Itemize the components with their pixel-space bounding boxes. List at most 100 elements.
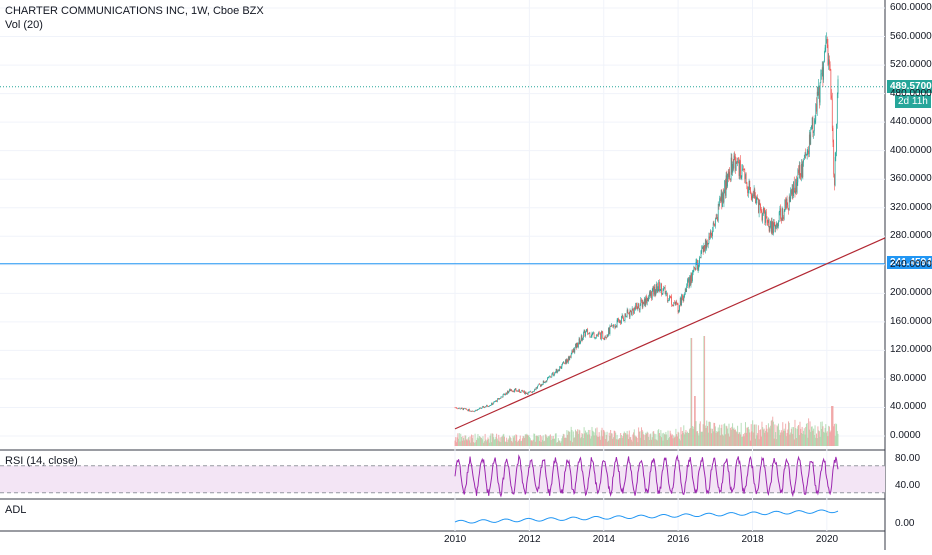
volume-bar [771, 419, 773, 446]
symbol-title[interactable]: CHARTER COMMUNICATIONS INC, 1W, Cboe BZX [5, 5, 264, 17]
candle-body [832, 128, 834, 143]
price-tick-label: 480.0000 [890, 87, 932, 99]
candle-body [611, 324, 613, 326]
volume-bar [760, 429, 762, 446]
volume-bar [473, 442, 475, 446]
candle-body [577, 342, 578, 347]
candle-body [761, 211, 763, 221]
volume-bar [772, 416, 774, 446]
volume-bar [616, 434, 618, 446]
candle-body [740, 177, 742, 179]
candle-body [653, 286, 655, 295]
volume-bar [579, 430, 581, 446]
candle-body [565, 359, 567, 364]
candle-body [614, 326, 616, 328]
candle-body [534, 389, 535, 392]
candle-body [708, 236, 710, 244]
candle-body [578, 344, 579, 347]
candle-body [775, 225, 776, 229]
candle-body [665, 293, 667, 295]
price-candles [454, 32, 839, 413]
candle-body [724, 180, 726, 193]
volume-bar [602, 429, 604, 446]
candle-body [536, 387, 538, 389]
candle-body [814, 120, 816, 123]
volume-bar [750, 424, 752, 446]
volume-bar [509, 435, 511, 446]
volume-bar [821, 421, 823, 446]
volume-bar [546, 436, 548, 446]
volume-bar [511, 440, 513, 446]
volume-bar [791, 427, 793, 446]
candle-body [458, 407, 460, 409]
candle-body [743, 169, 745, 170]
volume-bar [620, 433, 622, 446]
adl-tick-label: 0.00 [895, 518, 915, 529]
volume-bar [541, 436, 543, 446]
volume-bar [671, 434, 673, 446]
volume-bar [463, 438, 465, 446]
candle-body [748, 180, 750, 190]
candle-body [747, 189, 749, 193]
volume-bar [633, 432, 635, 446]
volume-bar [754, 424, 756, 446]
volume-bar [812, 430, 814, 446]
candle-body [760, 210, 762, 212]
volume-bar [610, 433, 612, 446]
candle-body [489, 405, 490, 407]
volume-bar [732, 423, 734, 446]
drawing-overlays[interactable] [0, 86, 886, 430]
candle-body [644, 298, 646, 305]
volume-bar [481, 439, 483, 446]
candle-body [661, 283, 662, 295]
candle-body [798, 169, 799, 174]
volume-bar [680, 427, 682, 446]
volume-bar [780, 430, 782, 446]
candle-body [584, 330, 586, 337]
volume-bar [488, 442, 490, 446]
candle-body [671, 304, 673, 306]
volume-bar [620, 435, 622, 446]
volume-bar [591, 426, 593, 446]
volume-bar [507, 439, 509, 446]
volume-bar [739, 432, 741, 446]
price-tick-label: 240.0000 [890, 258, 932, 270]
candle-body [819, 82, 821, 103]
trendline[interactable] [454, 237, 886, 430]
candle-body [495, 400, 497, 402]
candle-body [499, 398, 501, 399]
volume-bar [797, 426, 799, 446]
volume-bar [669, 430, 671, 446]
candle-body [796, 179, 797, 193]
candle-body [583, 330, 585, 333]
volume-bar [759, 429, 761, 446]
candle-body [828, 59, 830, 65]
volume-bar [493, 437, 495, 446]
candle-body [524, 392, 526, 394]
candle-body [697, 267, 699, 270]
price-tick-label: 40.0000 [890, 401, 927, 413]
adl-legend[interactable]: ADL [5, 504, 27, 516]
volume-bar [642, 431, 644, 446]
volume-legend[interactable]: Vol (20) [5, 19, 43, 31]
candle-body [470, 411, 472, 412]
volume-bar [586, 432, 588, 446]
candle-body [457, 408, 459, 410]
volume-bar [643, 434, 645, 446]
volume-bar [749, 440, 751, 446]
candle-body [547, 377, 548, 381]
candle-body [567, 356, 569, 363]
time-tick-label: 2018 [741, 534, 764, 545]
volume-bar [516, 442, 518, 446]
rsi-legend[interactable]: RSI (14, close) [5, 455, 78, 467]
volume-bar [827, 436, 829, 446]
candle-body [593, 332, 594, 334]
candle-body [603, 338, 604, 340]
volume-bar [744, 432, 746, 446]
candle-body [553, 375, 555, 376]
volume-bar [635, 436, 637, 446]
candle-body [780, 218, 782, 221]
volume-bar [834, 435, 836, 446]
